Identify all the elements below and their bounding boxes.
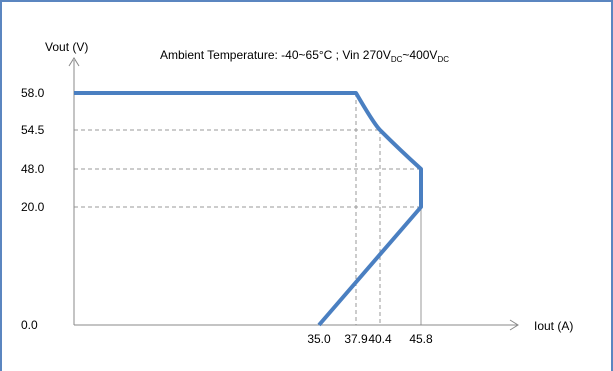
x-axis-label: Iout (A): [534, 319, 573, 333]
x-tick-label: 40.4: [368, 332, 392, 346]
title-sub2: DC: [437, 55, 449, 64]
y-axis-label: Vout (V): [45, 40, 88, 54]
series-group: [74, 91, 423, 327]
y-tick-label: 20.0: [21, 200, 45, 214]
x-axis-arrow: [509, 319, 519, 331]
y-tick-label: 58.0: [21, 86, 45, 100]
guide-lines: [74, 92, 422, 325]
chart-title: Ambient Temperature: -40~65°C ; Vin 270V…: [160, 48, 449, 64]
title-mid: ~400V: [402, 48, 437, 62]
y-tick-label: 54.5: [21, 123, 45, 137]
series-line: [74, 91, 423, 327]
y-tick-label: 48.0: [21, 162, 45, 176]
y-tick-labels: 58.0 54.5 48.0 20.0 0.0: [21, 86, 45, 332]
y-axis-arrow: [68, 57, 80, 67]
x-tick-labels: 35.0 37.9 40.4 45.8: [307, 332, 433, 346]
y-tick-label: 0.0: [21, 318, 38, 332]
title-sub1: DC: [391, 55, 403, 64]
x-tick-label: 35.0: [307, 332, 331, 346]
axes: [68, 57, 519, 331]
x-tick-label: 45.8: [409, 332, 433, 346]
title-prefix: Ambient Temperature: -40~65°C ; Vin 270V: [160, 48, 391, 62]
x-tick-label: 37.9: [344, 332, 368, 346]
